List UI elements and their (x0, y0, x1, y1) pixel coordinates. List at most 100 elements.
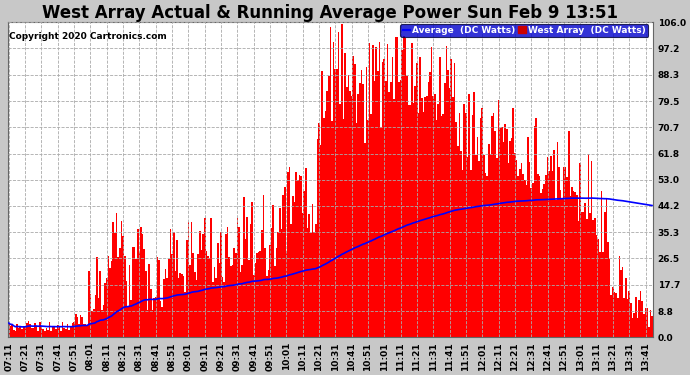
Bar (204, 218, 206, 337)
Bar (501, 127, 502, 337)
Bar (137, 229, 139, 337)
Bar (544, 184, 545, 337)
Bar (108, 256, 109, 337)
Bar (248, 260, 250, 337)
Bar (233, 248, 235, 337)
Bar (411, 44, 413, 337)
Bar (493, 113, 495, 337)
Bar (238, 227, 240, 337)
Bar (353, 56, 354, 337)
Bar (263, 195, 264, 337)
Bar (132, 248, 134, 337)
Title: West Array Actual & Running Average Power Sun Feb 9 13:51: West Array Actual & Running Average Powe… (42, 4, 618, 22)
Bar (148, 264, 150, 337)
Bar (540, 193, 542, 337)
Bar (356, 123, 357, 337)
Bar (382, 62, 384, 337)
Bar (240, 272, 241, 337)
Bar (549, 171, 550, 337)
Bar (408, 105, 410, 337)
Bar (193, 254, 194, 337)
Bar (509, 141, 511, 337)
Bar (385, 81, 386, 337)
Bar (478, 161, 480, 337)
Bar (433, 96, 434, 337)
Bar (83, 324, 85, 337)
Bar (627, 299, 629, 337)
Bar (194, 272, 196, 337)
Bar (593, 220, 594, 337)
Bar (551, 171, 553, 337)
Bar (472, 115, 473, 337)
Bar (606, 198, 607, 337)
Bar (424, 97, 426, 337)
Text: Copyright 2020 Cartronics.com: Copyright 2020 Cartronics.com (9, 32, 166, 41)
Bar (351, 96, 353, 337)
Bar (532, 183, 533, 337)
Bar (521, 163, 522, 337)
Bar (191, 222, 193, 337)
Bar (237, 218, 238, 337)
Bar (23, 326, 24, 337)
Bar (588, 154, 589, 337)
Bar (274, 266, 276, 337)
Bar (299, 175, 300, 337)
Bar (405, 38, 406, 337)
Bar (397, 37, 398, 337)
Bar (446, 46, 447, 337)
Bar (232, 265, 233, 337)
Bar (533, 126, 535, 337)
Bar (511, 138, 513, 337)
Bar (372, 45, 374, 337)
Bar (426, 96, 428, 337)
Bar (75, 314, 77, 337)
Bar (302, 213, 304, 337)
Bar (176, 240, 178, 337)
Bar (398, 82, 400, 337)
Bar (459, 113, 460, 337)
Bar (10, 326, 11, 337)
Bar (245, 238, 246, 337)
Bar (444, 83, 446, 337)
Bar (279, 208, 281, 337)
Bar (600, 191, 602, 337)
Bar (163, 279, 165, 337)
Bar (261, 230, 263, 337)
Bar (259, 251, 261, 337)
Bar (277, 232, 279, 337)
Bar (142, 234, 144, 337)
Bar (96, 257, 98, 337)
Bar (312, 204, 313, 337)
Bar (282, 195, 284, 337)
Bar (129, 265, 130, 337)
Bar (465, 112, 466, 337)
Bar (624, 298, 625, 337)
Bar (566, 177, 568, 337)
Bar (526, 185, 527, 337)
Bar (256, 253, 258, 337)
Bar (325, 111, 326, 337)
Bar (144, 249, 145, 337)
Bar (286, 251, 287, 337)
Bar (186, 240, 188, 337)
Bar (206, 252, 207, 337)
Bar (553, 150, 555, 337)
Bar (284, 187, 286, 337)
Bar (77, 318, 78, 337)
Bar (106, 279, 108, 337)
Bar (545, 176, 546, 337)
Bar (196, 280, 197, 337)
Bar (374, 81, 375, 337)
Bar (366, 67, 367, 337)
Bar (78, 324, 80, 337)
Bar (529, 162, 531, 337)
Bar (47, 330, 49, 337)
Bar (294, 202, 295, 337)
Bar (251, 202, 253, 337)
Bar (168, 260, 170, 337)
Bar (647, 308, 648, 337)
Bar (36, 326, 37, 337)
Bar (124, 256, 126, 337)
Bar (415, 86, 416, 337)
Bar (210, 218, 212, 337)
